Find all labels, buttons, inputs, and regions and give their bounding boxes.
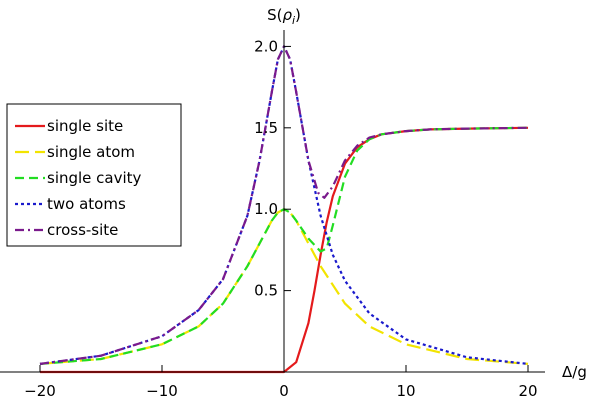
y-tick-label: 2.0 bbox=[254, 37, 278, 55]
tick-layer: −20 −10 0 10 20 0.5 1.0 1.5 2.0 bbox=[24, 37, 537, 400]
y-axis-label-symbol: ρ bbox=[282, 6, 292, 24]
x-tick-label: 10 bbox=[396, 382, 415, 400]
y-axis-label-subscript: i bbox=[292, 14, 295, 27]
series-line-4 bbox=[39, 45, 529, 365]
legend-label-4: cross-site bbox=[47, 221, 118, 239]
legend-label-0: single site bbox=[47, 117, 123, 135]
y-axis-label-suffix: ) bbox=[295, 6, 301, 24]
y-axis-label-prefix: S( bbox=[267, 6, 282, 24]
legend-label-2: single cavity bbox=[47, 169, 142, 187]
legend-label-1: single atom bbox=[47, 143, 135, 161]
series-layer bbox=[39, 45, 529, 374]
x-tick-label: 0 bbox=[279, 382, 289, 400]
x-axis-label: Δ/g bbox=[562, 363, 587, 381]
legend-label-3: two atoms bbox=[47, 195, 126, 213]
y-tick-label: 1.0 bbox=[254, 200, 278, 218]
y-tick-label: 1.5 bbox=[254, 119, 278, 137]
x-tick-label: −20 bbox=[24, 382, 56, 400]
legend: single site single atom single cavity two a… bbox=[6, 103, 182, 247]
legend-box bbox=[6, 103, 182, 247]
x-tick-label: −10 bbox=[146, 382, 178, 400]
y-axis-label: S(ρi) bbox=[267, 6, 301, 27]
y-tick-label: 0.5 bbox=[254, 282, 278, 300]
x-tick-label: 20 bbox=[518, 382, 537, 400]
axes bbox=[0, 30, 545, 373]
